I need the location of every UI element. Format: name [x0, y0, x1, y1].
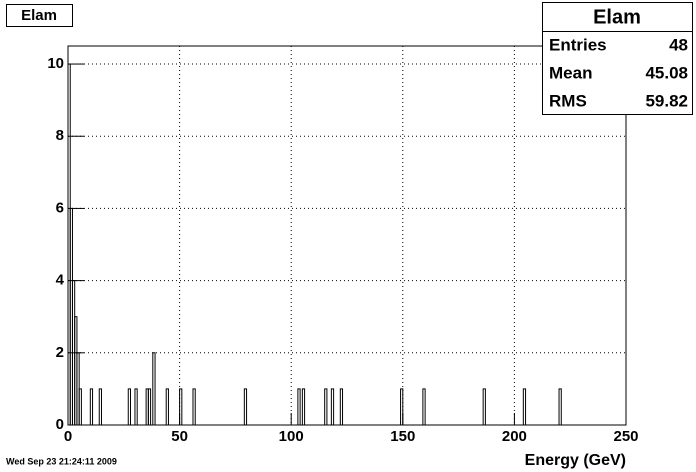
- histogram-bar: [339, 388, 344, 426]
- stats-value: 59.82: [645, 91, 688, 110]
- histogram-bar: [330, 388, 335, 426]
- timestamp: Wed Sep 23 21:24:11 2009: [6, 456, 117, 466]
- y-tick-label: 0: [56, 416, 64, 433]
- stats-label: Mean: [549, 63, 592, 82]
- histogram-bar: [422, 388, 426, 426]
- histogram-bar: [324, 388, 328, 426]
- stats-box: [542, 2, 693, 115]
- y-tick-label: 4: [56, 272, 65, 289]
- histogram-bar: [192, 388, 196, 426]
- histogram-bar: [179, 388, 183, 426]
- histogram-bar: [98, 388, 102, 426]
- x-tick-label: 250: [613, 428, 638, 445]
- stats-label: RMS: [549, 91, 587, 110]
- histogram-bar: [89, 388, 94, 426]
- x-axis-label: Energy (GeV): [525, 452, 626, 469]
- x-tick-label: 150: [390, 428, 415, 445]
- histogram-bar: [482, 388, 486, 426]
- chart-title: Elam: [21, 7, 57, 24]
- histogram-bar: [522, 388, 527, 426]
- stats-label: Entries: [549, 35, 607, 54]
- y-tick-label: 10: [47, 55, 64, 72]
- x-tick-label: 200: [502, 428, 527, 445]
- histogram-bar: [558, 388, 562, 426]
- histogram-bar: [301, 388, 306, 426]
- x-tick-label: 50: [171, 428, 188, 445]
- histogram-bar: [147, 388, 152, 426]
- stats-value: 45.08: [645, 63, 688, 82]
- y-tick-label: 8: [56, 127, 64, 144]
- y-tick-label: 2: [56, 344, 64, 361]
- x-tick-label: 100: [279, 428, 304, 445]
- histogram-bar: [127, 388, 131, 426]
- x-tick-label: 0: [64, 428, 72, 445]
- title-box: [6, 4, 73, 27]
- histogram-bar: [243, 388, 248, 426]
- histogram-bar: [152, 352, 156, 426]
- y-tick-label: 6: [56, 199, 64, 216]
- histogram-bar: [165, 388, 169, 426]
- stats-value: 48: [669, 35, 688, 54]
- stats-title: Elam: [593, 6, 641, 28]
- histogram-bar: [134, 388, 138, 426]
- histogram-bar: [297, 388, 301, 426]
- histogram-bar: [400, 388, 404, 426]
